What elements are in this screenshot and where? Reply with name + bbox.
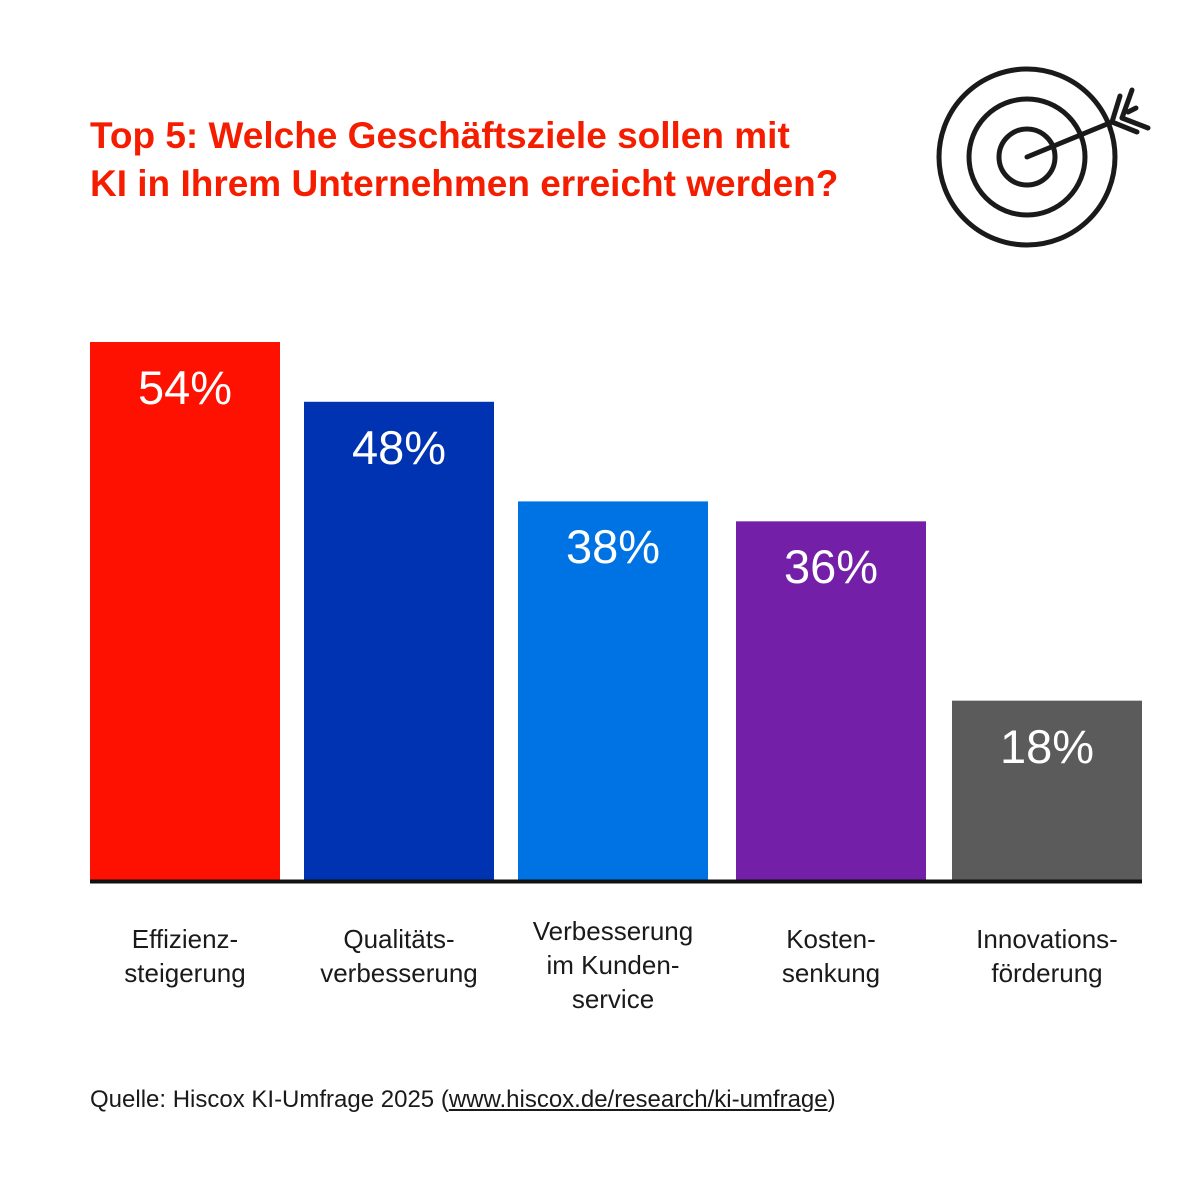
category-label-line: verbesserung [320, 958, 478, 988]
bar-value-label: 36% [783, 540, 879, 594]
target-with-arrow-icon [936, 66, 1151, 248]
category-label-line: steigerung [124, 958, 246, 988]
source-suffix: ) [827, 1086, 836, 1113]
bar [518, 501, 708, 880]
bar [304, 401, 494, 880]
category-label-line: Verbesserung [532, 916, 694, 946]
bar-value-label: 18% [999, 719, 1095, 773]
category-label-line: Effizienz- [131, 924, 239, 954]
source-link[interactable]: www.hiscox.de/research/ki-umfrage [448, 1086, 828, 1113]
title-line-1: Top 5: Welche Geschäftsziele sollen mit [90, 115, 790, 156]
bar [736, 521, 926, 880]
chart-title: Top 5: Welche Geschäftsziele sollen mit … [90, 112, 838, 208]
category-label-line: service [571, 984, 655, 1014]
category-label: Innovations-förderung [937, 922, 1157, 990]
category-label-line: förderung [991, 958, 1103, 988]
category-label-line: Qualitäts- [343, 924, 455, 954]
source-prefix: Quelle: Hiscox KI-Umfrage 2025 ( [90, 1086, 449, 1113]
source-note: Quelle: Hiscox KI-Umfrage 2025 (www.hisc… [90, 1086, 836, 1114]
category-label-line: Innovations- [976, 924, 1118, 954]
category-label: Kosten-senkung [721, 922, 941, 990]
category-label: Qualitäts-verbesserung [289, 922, 509, 990]
bar-value-label: 48% [351, 420, 447, 474]
bar [952, 700, 1142, 880]
category-label-line: senkung [781, 958, 881, 988]
bar-value-label: 38% [565, 520, 661, 574]
category-label: Effizienz-steigerung [75, 922, 295, 990]
category-label: Verbesserung im Kunden-service [503, 914, 723, 1016]
title-line-2: KI in Ihrem Unternehmen erreicht werden? [90, 163, 839, 204]
category-label-line: im Kunden- [546, 950, 680, 980]
bar [90, 342, 280, 880]
category-label-line: Kosten- [786, 924, 876, 954]
bar-value-label: 54% [137, 361, 233, 414]
